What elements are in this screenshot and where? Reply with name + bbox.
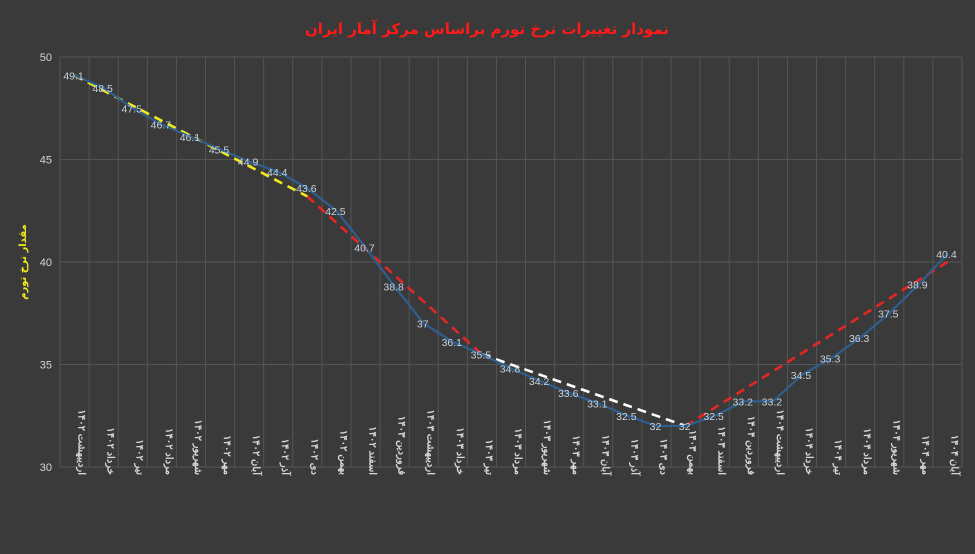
y-tick-label: 35 (40, 360, 52, 372)
x-tick-label: مرداد ۱۴۰۴ (861, 428, 872, 475)
data-label: 34.8 (500, 364, 521, 376)
data-label: 40.4 (936, 249, 957, 261)
data-label: 35.3 (820, 353, 841, 365)
trend-line (684, 260, 949, 428)
x-tick-label: تیر ۱۴۰۳ (483, 439, 494, 475)
grid-lines (59, 56, 963, 468)
data-label: 34.5 (791, 370, 812, 382)
data-label: 46.1 (180, 132, 201, 144)
data-label: 46.7 (151, 120, 172, 132)
data-label: 32.5 (616, 411, 637, 423)
data-label: 33.1 (587, 398, 608, 410)
x-tick-label: خرداد ۱۴۰۲ (105, 427, 116, 475)
data-label: 44.4 (267, 167, 288, 179)
x-axis-ticks: اردیبهشت ۱۴۰۲ خرداد ۱۴۰۲ تیر ۱۴۰۲ مرداد ۱۴۰… (76, 410, 962, 477)
x-tick-label: اردیبهشت ۱۴۰۲ (76, 410, 87, 476)
y-tick-label: 45 (40, 155, 52, 167)
x-tick-label: خرداد ۱۴۰۳ (454, 427, 465, 475)
data-label: 38.8 (383, 282, 404, 294)
x-tick-label: شهریور ۱۴۰۴ (890, 419, 901, 475)
data-label: 43.6 (296, 183, 317, 195)
x-tick-label: دی ۱۴۰۳ (657, 438, 668, 475)
x-tick-label: آذر ۱۴۰۳ (628, 439, 641, 477)
trend-line (73, 74, 308, 198)
y-axis-ticks: 30 35 40 45 50 (40, 52, 52, 474)
x-tick-label: آبان ۱۴۰۴ (948, 435, 961, 476)
data-label: 32 (650, 421, 662, 433)
x-tick-label: مرداد ۱۴۰۳ (512, 428, 523, 475)
x-tick-label: آبان ۱۴۰۳ (599, 435, 612, 476)
data-label: 37 (417, 319, 429, 331)
x-tick-label: فروردین ۱۴۰۴ (745, 416, 756, 475)
inflation-series (74, 74, 949, 428)
data-label: 47.5 (122, 103, 143, 115)
x-tick-label: آبان ۱۴۰۲ (250, 435, 263, 476)
data-label: 45.5 (209, 144, 230, 156)
x-tick-label: آذر ۱۴۰۲ (279, 439, 292, 477)
x-tick-label: شهریور ۱۴۰۳ (541, 419, 552, 475)
x-tick-label: مهر ۱۴۰۴ (919, 435, 930, 475)
data-label: 33.2 (762, 396, 783, 408)
x-tick-label: تیر ۱۴۰۴ (832, 439, 843, 475)
data-label: 33.2 (733, 396, 754, 408)
x-tick-label: خرداد ۱۴۰۴ (803, 427, 814, 475)
data-label: 32 (679, 421, 691, 433)
data-label: 32.5 (703, 411, 724, 423)
x-tick-label: اردیبهشت ۱۴۰۳ (425, 410, 436, 476)
trend-line (306, 195, 483, 356)
data-label: 35.5 (471, 349, 492, 361)
x-tick-label: تیر ۱۴۰۲ (134, 439, 145, 475)
data-label: 36.1 (442, 337, 463, 349)
trend-lines (73, 74, 949, 428)
series-line (74, 74, 949, 428)
x-tick-label: اردیبهشت ۱۴۰۴ (774, 410, 785, 476)
x-tick-label: دی ۱۴۰۲ (308, 438, 319, 475)
y-tick-label: 30 (40, 462, 52, 474)
data-label: 44.9 (238, 157, 259, 169)
x-tick-label: بهمن ۱۴۰۲ (337, 430, 348, 475)
data-label: 33.6 (558, 388, 579, 400)
data-label: 49.1 (63, 70, 84, 82)
data-label: 42.5 (325, 206, 346, 218)
y-axis-label: مقدار نرخ تورم (18, 224, 29, 300)
chart-title: نمودار تغییرات نرخ تورم براساس مرکز آمار… (305, 20, 669, 38)
data-label: 48.5 (92, 83, 113, 95)
x-tick-label: بهمن ۱۴۰۳ (687, 430, 698, 475)
data-label: 37.5 (878, 308, 899, 320)
x-tick-label: مهر ۱۴۰۳ (570, 435, 581, 475)
data-labels: 49.1 48.5 47.5 46.7 46.1 45.5 44.9 44.4 43.6 42.5… (63, 70, 956, 433)
data-label: 40.7 (354, 243, 375, 255)
x-tick-label: مهر ۱۴۰۲ (221, 435, 232, 475)
data-label: 34.2 (529, 376, 550, 388)
x-tick-label: شهریور ۱۴۰۲ (192, 419, 203, 475)
x-tick-label: فروردین ۱۴۰۳ (396, 416, 407, 475)
x-tick-label: مرداد ۱۴۰۲ (163, 428, 174, 475)
trend-line (481, 353, 687, 428)
y-tick-label: 40 (40, 257, 52, 269)
x-tick-label: اسفند ۱۴۰۳ (716, 426, 727, 475)
data-label: 36.3 (849, 333, 870, 345)
y-tick-label: 50 (40, 52, 52, 64)
data-label: 38.9 (907, 280, 928, 292)
x-tick-label: اسفند ۱۴۰۲ (367, 426, 378, 475)
